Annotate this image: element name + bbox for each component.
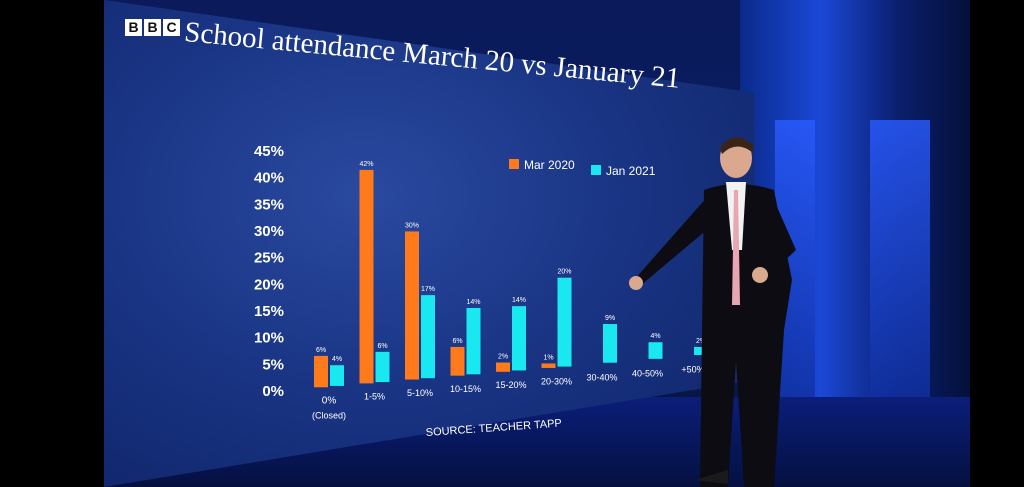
bar-mar-2020 bbox=[405, 231, 419, 380]
bar-mar-2020 bbox=[541, 363, 556, 368]
bar-value-label: 14% bbox=[466, 299, 480, 306]
bar-chart: 0% 5% 10% 15% 20% 25% 30% 35% 40% 45% 6% 4% 0% (Close… bbox=[254, 143, 708, 439]
y-tick-label: 5% bbox=[262, 356, 284, 373]
bar-value-label: 1% bbox=[543, 354, 553, 361]
x-tick-label: 10-15% bbox=[450, 384, 481, 394]
y-tick-label: 20% bbox=[254, 276, 284, 293]
bar-jan-2021 bbox=[648, 342, 663, 359]
legend-swatch bbox=[591, 165, 601, 175]
legend-label: Jan 2021 bbox=[606, 164, 656, 178]
bar-jan-2021 bbox=[421, 295, 435, 379]
x-tick-label: 30-40% bbox=[586, 372, 617, 382]
bar-jan-2021 bbox=[603, 324, 617, 363]
bar-value-label: 14% bbox=[512, 297, 526, 304]
bar-mar-2020 bbox=[450, 346, 465, 376]
bar-value-label: 9% bbox=[605, 315, 615, 322]
legend-swatch bbox=[509, 159, 519, 169]
x-tick-label: 5-10% bbox=[407, 388, 433, 398]
logo-letter: B bbox=[125, 19, 142, 36]
bar-mar-2020 bbox=[359, 169, 374, 384]
x-tick-label: 20-30% bbox=[541, 376, 572, 386]
x-tick-label: 1-5% bbox=[364, 392, 385, 402]
bar-jan-2021 bbox=[330, 365, 344, 386]
y-tick-label: 0% bbox=[262, 383, 284, 400]
bar-value-label: 17% bbox=[421, 286, 435, 293]
broadcast-frame: B B C School attendance March 20 vs Janu… bbox=[104, 0, 970, 487]
bar-value-label: 20% bbox=[557, 269, 571, 276]
y-tick-label: 30% bbox=[254, 223, 284, 240]
bar-value-label: 2% bbox=[498, 354, 508, 361]
bar-value-label: 6% bbox=[316, 347, 326, 354]
bar-jan-2021 bbox=[694, 346, 708, 355]
bar-jan-2021 bbox=[466, 307, 481, 375]
bar-value-label: 6% bbox=[377, 343, 387, 350]
y-tick-label: 45% bbox=[254, 143, 284, 160]
bar-value-label: 4% bbox=[650, 333, 660, 340]
logo-letter: B bbox=[144, 19, 161, 36]
y-tick-label: 25% bbox=[254, 250, 284, 267]
logo-letter: C bbox=[163, 19, 180, 36]
bar-value-label: 6% bbox=[452, 338, 462, 345]
x-tick-label: 15-20% bbox=[495, 380, 526, 390]
bar-value-label: 30% bbox=[405, 222, 419, 229]
y-tick-label: 40% bbox=[254, 170, 284, 187]
presenter-figure bbox=[629, 137, 796, 487]
bar-value-label: 2% bbox=[696, 338, 706, 345]
legend-label: Mar 2020 bbox=[524, 158, 575, 172]
y-tick-label: 35% bbox=[254, 196, 284, 213]
bar-mar-2020 bbox=[496, 362, 510, 372]
bar-value-label: 42% bbox=[359, 161, 373, 168]
y-tick-label: 15% bbox=[254, 303, 284, 320]
bar-jan-2021 bbox=[557, 277, 572, 367]
bar-mar-2020 bbox=[314, 355, 328, 388]
x-tick-label: 0% bbox=[322, 396, 337, 407]
studio-light-column bbox=[870, 120, 930, 420]
x-tick-label: 40-50% bbox=[632, 369, 663, 379]
bar-value-label: 4% bbox=[332, 356, 342, 363]
x-tick-label: (Closed) bbox=[312, 411, 346, 421]
bar-jan-2021 bbox=[375, 351, 390, 383]
source-note: SOURCE: TEACHER TAPP bbox=[425, 418, 562, 439]
y-tick-label: 10% bbox=[254, 330, 284, 347]
bar-jan-2021 bbox=[512, 306, 526, 371]
bbc-logo: B B C bbox=[125, 19, 180, 36]
x-tick-label: +50% bbox=[681, 365, 704, 375]
